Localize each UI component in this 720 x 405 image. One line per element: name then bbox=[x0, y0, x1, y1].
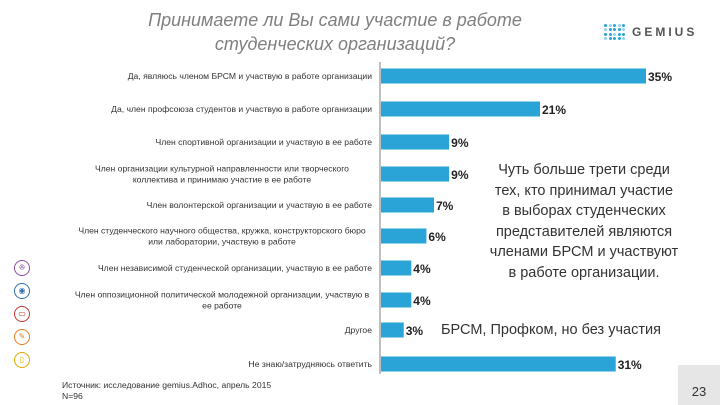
category-label: Не знаю/затрудняюсь ответить bbox=[249, 359, 373, 369]
callout-line: тех, кто принимал участие bbox=[494, 182, 674, 199]
bar bbox=[381, 228, 427, 244]
source-note: Источник: исследование gemius.Adhoc, апр… bbox=[62, 380, 271, 402]
logo-dot bbox=[622, 37, 625, 41]
bar bbox=[381, 68, 646, 84]
category-label: Член оппозиционной политической молодежн… bbox=[75, 290, 370, 300]
value-label: 7% bbox=[436, 199, 454, 213]
logo-dot bbox=[617, 32, 621, 36]
logo-dot bbox=[604, 28, 607, 32]
logo-dot bbox=[604, 32, 607, 36]
category-label: ее работе bbox=[202, 301, 242, 311]
callout-line: в выборах студенческих bbox=[502, 203, 666, 219]
logo-dot bbox=[613, 32, 616, 36]
value-label: 4% bbox=[413, 262, 431, 276]
category-label: Член независимой студенческой организаци… bbox=[98, 263, 372, 273]
document-icon: ▯ bbox=[14, 352, 30, 368]
annotation-text: БРСМ, Профком, но без участия bbox=[441, 322, 661, 338]
bar bbox=[381, 101, 540, 117]
category-label: Другое bbox=[345, 325, 373, 335]
people-icon: ꔮ bbox=[14, 260, 30, 276]
source-line: Источник: исследование gemius.Adhoc, апр… bbox=[62, 380, 272, 390]
logo-text: GEMIUS bbox=[632, 25, 698, 39]
value-label: 4% bbox=[413, 294, 431, 308]
page-number: 23 bbox=[678, 365, 720, 405]
logo-dot bbox=[608, 37, 612, 41]
logo-dot bbox=[604, 23, 607, 27]
category-label: коллектива и принимаю участие в ее работ… bbox=[133, 175, 312, 185]
logo-dot bbox=[617, 37, 621, 41]
value-label: 9% bbox=[451, 136, 469, 150]
wrench-icon: ✎ bbox=[14, 329, 30, 345]
sample-size: N=96 bbox=[62, 391, 83, 401]
value-label: 9% bbox=[451, 168, 469, 182]
logo-dots-icon bbox=[604, 23, 625, 41]
callout-text: Чуть больше трети среди тех, кто принимал… bbox=[478, 160, 690, 283]
value-label: 6% bbox=[428, 230, 446, 244]
callout-line: членами БРСМ и участвуют bbox=[489, 244, 679, 260]
gemius-logo: GEMIUS bbox=[604, 22, 697, 42]
value-label: 35% bbox=[648, 70, 672, 84]
logo-dot bbox=[613, 23, 616, 27]
logo-dot bbox=[613, 28, 616, 32]
globe-icon: ◉ bbox=[14, 283, 30, 299]
bar bbox=[381, 292, 412, 308]
category-label: или лаборатории, участвую в работе bbox=[148, 237, 296, 247]
bar bbox=[381, 197, 434, 213]
callout-line: в работе организации. bbox=[508, 264, 660, 281]
callout-line: Чуть больше трети среди bbox=[498, 162, 670, 178]
logo-dot bbox=[604, 37, 607, 41]
value-label: 3% bbox=[406, 324, 424, 338]
logo-dot bbox=[608, 28, 612, 32]
logo-dot bbox=[622, 23, 625, 27]
callout-line: представителей являются bbox=[495, 223, 673, 240]
category-label: Член студенческого научного общества, кр… bbox=[78, 226, 366, 236]
logo-dot bbox=[622, 32, 625, 36]
logo-dot bbox=[613, 37, 616, 41]
bar bbox=[381, 260, 412, 276]
cart-icon: ▭ bbox=[14, 306, 30, 322]
logo-dot bbox=[608, 23, 612, 27]
logo-dot bbox=[617, 28, 621, 32]
bar bbox=[381, 134, 450, 150]
slide-title: Принимаете ли Вы сами участие в работе с… bbox=[110, 8, 560, 56]
bar bbox=[381, 166, 450, 182]
logo-dot bbox=[608, 32, 612, 36]
logo-dot bbox=[617, 23, 621, 27]
category-label: Член организации культурной направленнос… bbox=[95, 164, 349, 174]
logo-dot bbox=[622, 28, 625, 32]
value-label: 31% bbox=[618, 358, 642, 372]
bar bbox=[381, 322, 404, 338]
category-label: Да, являюсь членом БРСМ и участвую в раб… bbox=[128, 71, 372, 81]
category-label: Член волонтерской организации и участвую… bbox=[147, 200, 373, 210]
title-line-1: Принимаете ли Вы сами участие в работе bbox=[148, 10, 522, 30]
category-label: Член спортивной организации и участвую в… bbox=[155, 137, 372, 147]
value-label: 21% bbox=[542, 103, 566, 117]
bar bbox=[381, 356, 616, 372]
title-line-2: студенческих организаций? bbox=[214, 34, 456, 54]
side-icon-bar: ꔮ ◉ ▭ ✎ ▯ bbox=[14, 260, 30, 368]
category-label: Да, член профсоюза студентов и участвую … bbox=[111, 104, 372, 114]
